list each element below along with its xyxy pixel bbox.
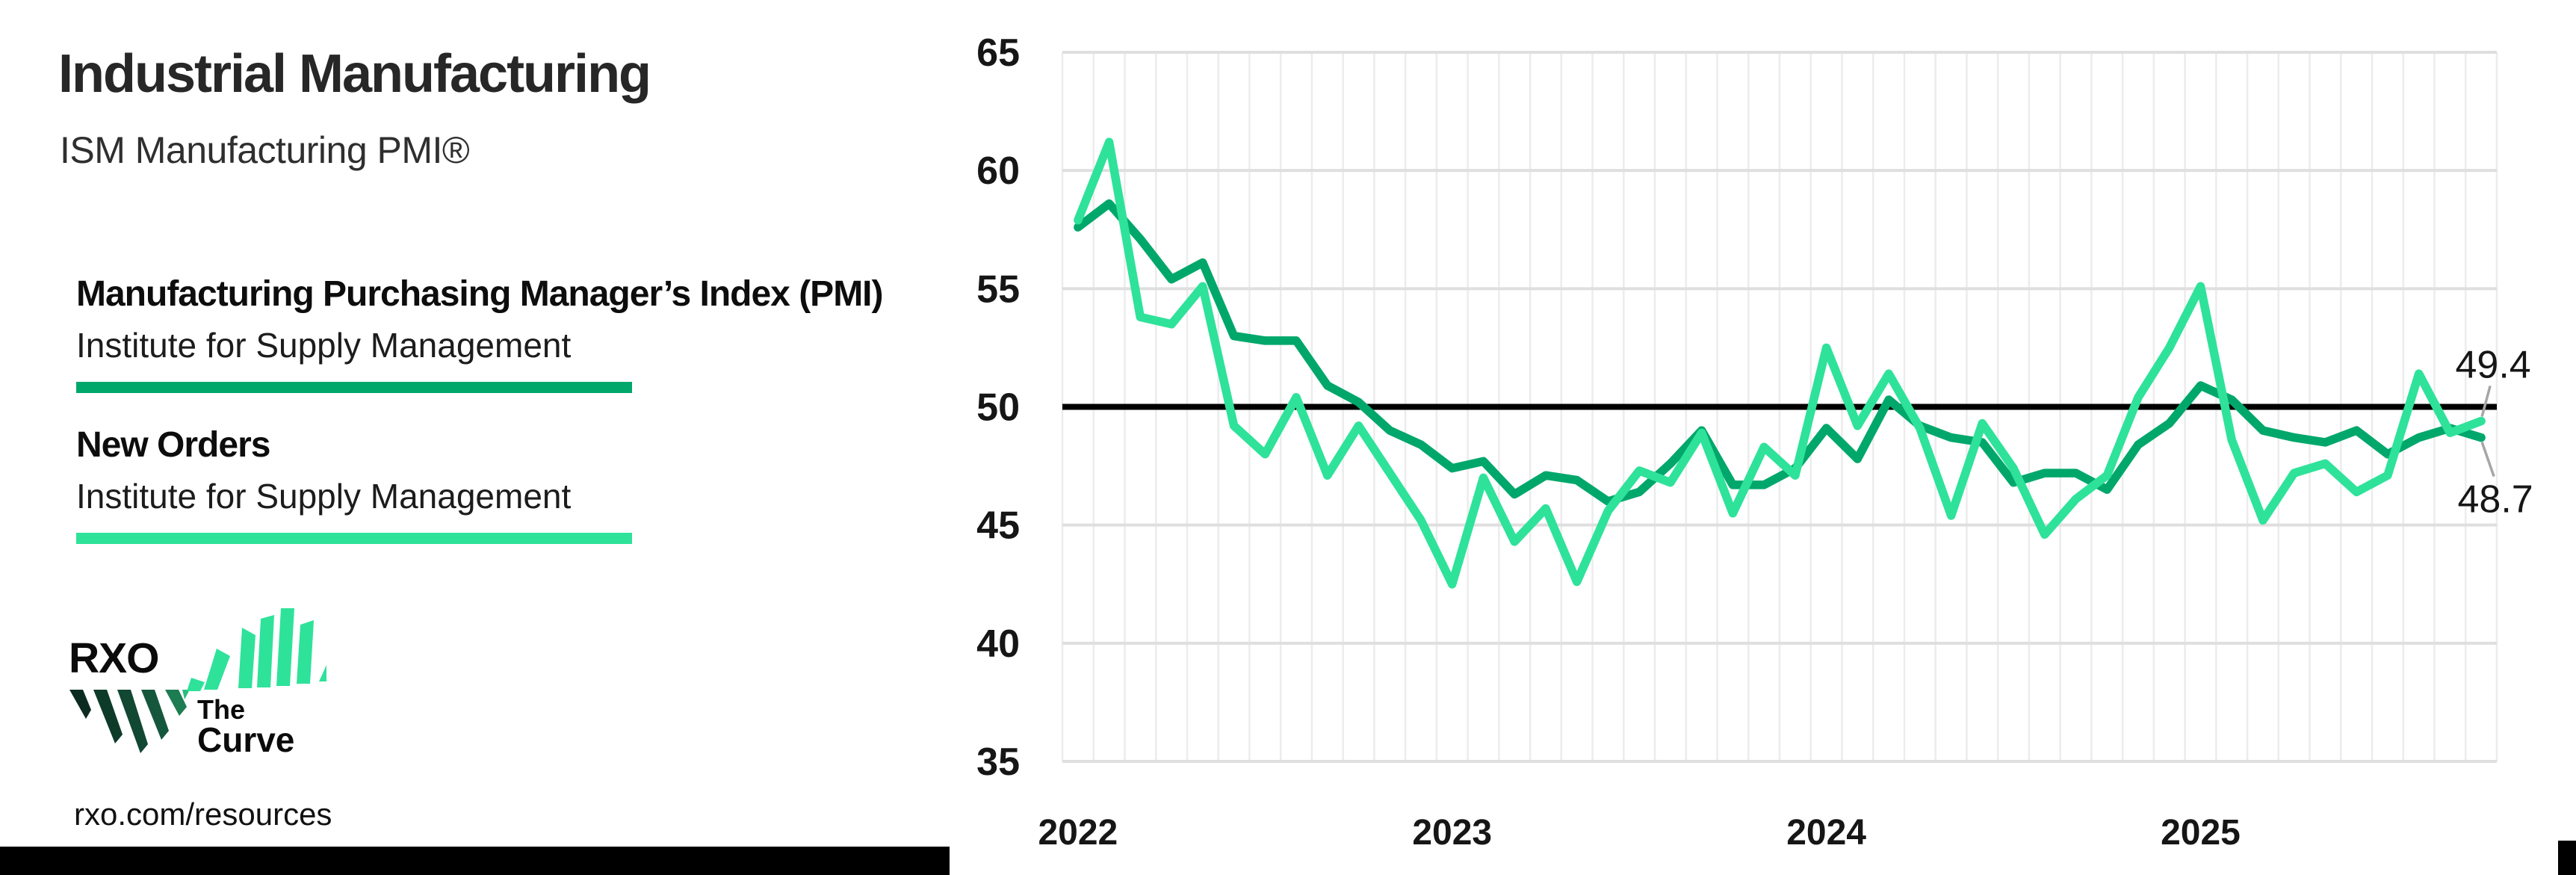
legend-pmi-swatch — [76, 382, 632, 393]
resources-link[interactable]: rxo.com/resources — [74, 797, 332, 832]
rxo-wordmark: RXO — [69, 634, 159, 682]
leader-line — [2480, 442, 2495, 477]
series-pmi — [1074, 199, 2486, 506]
end-value-label: 48.7 — [2458, 478, 2533, 522]
x-axis-labels: 2022 2023 2024 2025 — [1038, 813, 2240, 853]
legend-new-orders-label: New Orders — [76, 425, 270, 465]
leader-line — [2480, 386, 2492, 417]
logo-dark-stripes-icon — [69, 690, 190, 753]
y-tick-label: 50 — [976, 386, 1020, 430]
y-tick-label: 60 — [976, 149, 1020, 193]
y-tick-label: 45 — [976, 504, 1020, 548]
legend-new-orders-swatch — [76, 533, 632, 544]
y-tick-label: 65 — [976, 31, 1020, 75]
legend-new-orders-source: Institute for Supply Management — [76, 477, 572, 516]
corner-black-mark — [2558, 841, 2576, 875]
y-tick-label: 40 — [976, 622, 1020, 666]
logo-tagline-curve: Curve — [197, 720, 294, 755]
x-tick-label: 2022 — [1038, 813, 1118, 853]
end-value-label: 49.4 — [2456, 343, 2531, 386]
page-subtitle: ISM Manufacturing PMI® — [60, 129, 470, 171]
series-new-orders — [1074, 137, 2486, 589]
page-title: Industrial Manufacturing — [58, 44, 651, 104]
legend-item-new-orders: New Orders Institute for Supply Manageme… — [76, 424, 632, 544]
legend-item-pmi: Manufacturing Purchasing Manager’s Index… — [76, 273, 883, 393]
rxo-the-curve-logo: RXO The Curve — [69, 608, 326, 755]
y-tick-label: 35 — [976, 740, 1020, 784]
y-tick-label: 55 — [976, 268, 1020, 311]
pmi-line-chart: 35 40 45 50 55 60 65 2022 2023 2024 2025 49.4 48.7 — [976, 31, 2533, 853]
x-tick-label: 2023 — [1412, 813, 1492, 853]
legend-pmi-source: Institute for Supply Management — [76, 326, 572, 365]
logo-tagline-the: The — [197, 694, 245, 725]
x-tick-label: 2025 — [2161, 813, 2241, 853]
legend-pmi-label: Manufacturing Purchasing Manager’s Index… — [76, 274, 883, 314]
y-axis-labels: 35 40 45 50 55 60 65 — [976, 31, 1020, 784]
bottom-black-bar — [0, 847, 950, 875]
logo-mint-stripes-icon — [187, 608, 326, 691]
x-tick-label: 2024 — [1786, 813, 1866, 853]
